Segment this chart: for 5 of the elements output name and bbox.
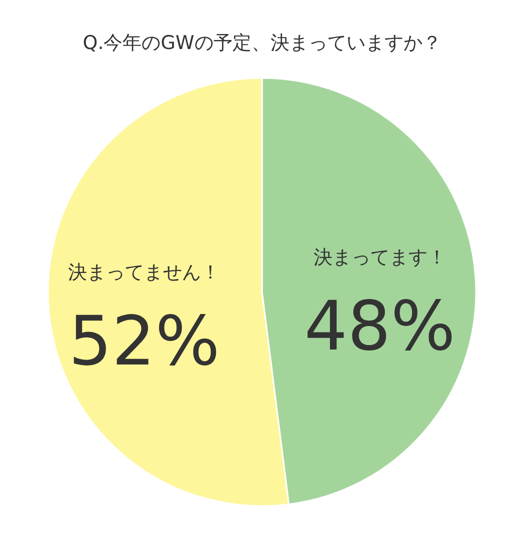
slice-label: 決まってません！ bbox=[68, 261, 220, 284]
slice-label: 決まってます！ bbox=[313, 246, 446, 269]
data-label: 52% bbox=[68, 302, 220, 382]
data-label: 48% bbox=[304, 288, 456, 367]
chart-title: Q.今年のGWの予定、決まっていますか？ bbox=[82, 32, 442, 54]
